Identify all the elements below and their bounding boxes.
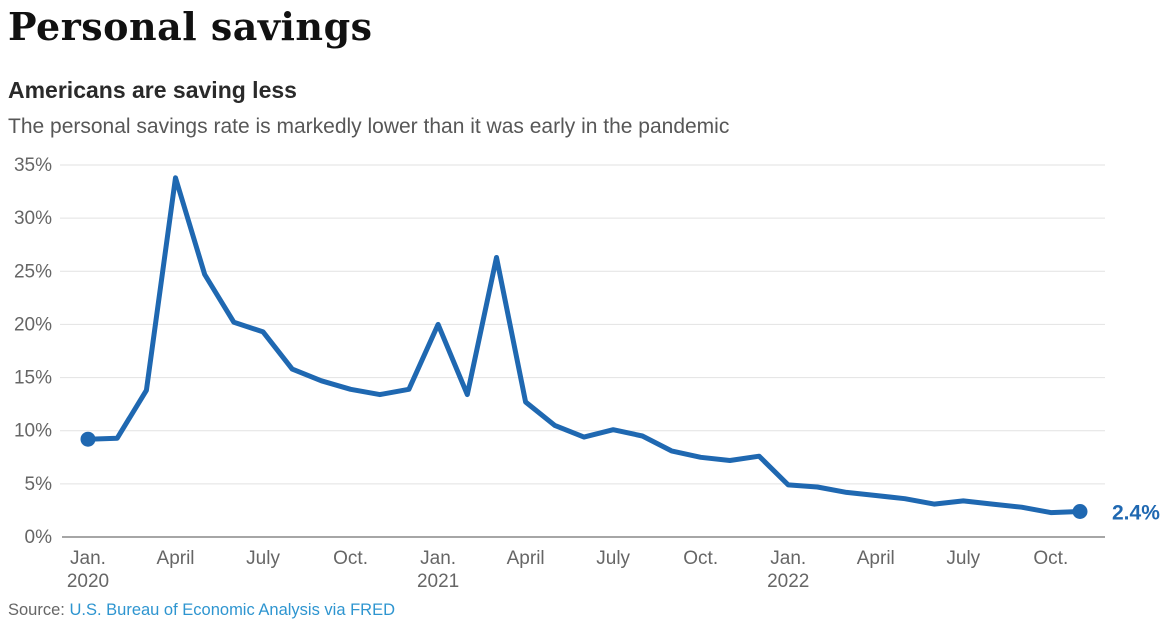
x-axis-year-label: 2021 <box>417 571 459 591</box>
source-line: Source: U.S. Bureau of Economic Analysis… <box>8 601 1174 620</box>
y-axis-tick-label: 35% <box>14 155 52 176</box>
y-axis-tick-label: 10% <box>14 420 52 441</box>
x-axis-tick-label: Jan. <box>420 548 456 569</box>
y-axis-tick-label: 25% <box>14 261 52 282</box>
x-axis-tick-label: April <box>857 548 895 569</box>
x-axis-tick-label: July <box>596 548 630 569</box>
y-axis-tick-label: 5% <box>25 473 53 494</box>
start-point-marker <box>80 431 96 447</box>
chart-subtitle: Americans are saving less <box>8 76 297 103</box>
x-axis-year-label: 2022 <box>767 571 809 591</box>
x-axis-tick-label: Oct. <box>1033 548 1068 569</box>
y-axis-tick-label: 20% <box>14 314 52 335</box>
x-axis-tick-label: April <box>157 548 195 569</box>
x-axis-tick-label: Jan. <box>70 548 106 569</box>
end-point-marker <box>1072 503 1088 519</box>
page-title: Personal savings <box>8 4 373 49</box>
savings-rate-line <box>85 174 1083 515</box>
source-link[interactable]: U.S. Bureau of Economic Analysis via FRE… <box>69 600 396 619</box>
x-axis-tick-label: Oct. <box>683 548 718 569</box>
chart-description: The personal savings rate is markedly lo… <box>8 115 730 139</box>
source-label: Source: <box>8 600 65 619</box>
y-axis-tick-label: 0% <box>25 527 53 548</box>
end-value-label: 2.4% <box>1112 501 1160 524</box>
x-axis-tick-label: April <box>507 548 545 569</box>
y-axis-tick-label: 15% <box>14 367 52 388</box>
x-axis-tick-label: July <box>946 548 980 569</box>
x-axis-tick-label: Jan. <box>770 548 806 569</box>
y-axis-tick-label: 30% <box>14 208 52 229</box>
x-axis-tick-label: July <box>246 548 280 569</box>
x-axis-year-label: 2020 <box>67 571 109 591</box>
x-axis-tick-label: Oct. <box>333 548 368 569</box>
